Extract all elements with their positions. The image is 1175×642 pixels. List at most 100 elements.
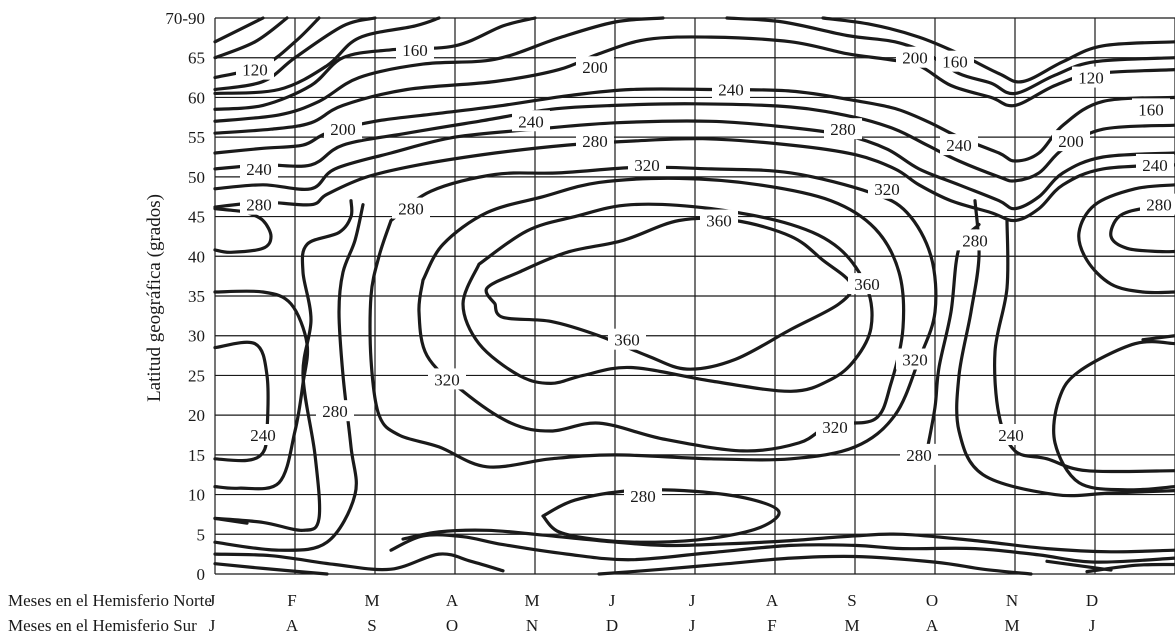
month-tick-label: J — [689, 591, 696, 610]
y-tick-label: 40 — [188, 247, 205, 266]
contour-label: 120 — [1078, 69, 1104, 88]
contour-label: 240 — [998, 426, 1024, 445]
month-tick-label: J — [689, 616, 696, 635]
contour-label: 280 — [398, 200, 424, 219]
contour-label: 160 — [1138, 100, 1164, 119]
contour-label: 320 — [902, 351, 928, 370]
contour-label-bg — [900, 443, 938, 465]
month-tick-label: D — [606, 616, 618, 635]
contour-label-bg — [956, 229, 994, 251]
contour-line-200 — [213, 35, 1175, 135]
contour-label-bg — [628, 153, 666, 175]
contour-label-bg — [392, 197, 430, 219]
y-tick-label: 45 — [188, 208, 205, 227]
contour-label: 360 — [706, 212, 732, 231]
contour-line-240 — [1052, 340, 1175, 492]
y-tick-label: 20 — [188, 406, 205, 425]
contour-label: 320 — [822, 418, 848, 437]
contour-line-120 — [213, 16, 265, 44]
contour-label-bg — [896, 46, 934, 68]
contour-label-bg — [428, 368, 466, 390]
contour-label-bg — [848, 273, 886, 295]
contour-label: 120 — [242, 61, 268, 80]
contour-label-bg — [940, 134, 978, 156]
contour-line-120 — [213, 16, 377, 92]
contour-line-240 — [1141, 334, 1175, 342]
contour-label: 280 — [1146, 196, 1172, 215]
contour-label-bg — [512, 110, 550, 132]
month-tick-label: J — [209, 591, 216, 610]
contour-line-320 — [213, 199, 354, 532]
contour-line-240 — [213, 516, 249, 525]
contour-label-bg — [396, 38, 434, 60]
contour-label-bg — [700, 209, 738, 231]
contour-label-bg — [992, 424, 1030, 445]
contour-line-240 — [213, 552, 505, 573]
month-row-label: Meses en el Hemisferio Norte — [8, 591, 212, 610]
contour-line-280 — [213, 119, 1175, 211]
contour-label: 320 — [434, 370, 460, 389]
contour-label-bg — [936, 50, 974, 72]
contour-label: 240 — [518, 112, 544, 131]
y-tick-label: 50 — [188, 168, 205, 187]
contour-label-bg — [816, 416, 854, 438]
month-row-label: Meses en el Hemisferio Sur — [8, 616, 197, 635]
contour-line-320 — [417, 176, 906, 453]
contour-label-bg — [868, 177, 906, 199]
contour-line-200 — [821, 16, 1175, 84]
month-tick-label: A — [446, 591, 459, 610]
contour-line-160 — [213, 16, 441, 96]
y-tick-label: 10 — [188, 486, 205, 505]
contour-line-360 — [484, 216, 854, 371]
contour-label: 200 — [1058, 132, 1084, 151]
month-tick-label: J — [609, 591, 616, 610]
contour-label-bg — [324, 118, 362, 140]
contour-line-240 — [1045, 559, 1113, 572]
y-tick-label: 60 — [188, 88, 205, 107]
contour-label: 280 — [246, 196, 272, 215]
y-tick-label: 5 — [197, 525, 206, 544]
contour-line-200 — [213, 16, 665, 123]
month-tick-label: F — [287, 591, 296, 610]
contour-label-bg — [1132, 98, 1170, 120]
contour-label: 280 — [906, 446, 932, 465]
month-tick-label: M — [1004, 616, 1019, 635]
contour-line-240 — [955, 199, 1175, 498]
contour-line-160 — [213, 16, 537, 111]
month-tick-label: J — [1089, 616, 1096, 635]
month-tick-label: A — [926, 616, 939, 635]
contour-label: 360 — [854, 275, 880, 294]
contour-label-bg — [1052, 130, 1090, 152]
y-tick-label: 15 — [188, 446, 205, 465]
contour-label-bg — [576, 130, 614, 152]
contour-label-bg — [896, 348, 934, 370]
contour-label: 280 — [962, 231, 988, 250]
grid — [214, 17, 1175, 575]
y-tick-label: 25 — [188, 366, 205, 385]
contour-label-bg — [244, 424, 282, 445]
month-tick-label: M — [364, 591, 379, 610]
contour-label-bg — [576, 56, 614, 78]
y-tick-label: 55 — [188, 128, 205, 147]
month-tick-label: A — [766, 591, 779, 610]
month-tick-label: O — [446, 616, 458, 635]
month-tick-label: O — [926, 591, 938, 610]
contour-label: 240 — [250, 426, 276, 445]
contour-label: 360 — [614, 331, 640, 350]
contour-label: 240 — [1142, 156, 1168, 175]
y-tick-label: 30 — [188, 327, 205, 346]
month-tick-label: A — [286, 616, 299, 635]
contour-line-240 — [1085, 562, 1175, 574]
y-tick-label: 35 — [188, 287, 205, 306]
contour-label-bg — [624, 485, 662, 507]
contour-label: 160 — [402, 41, 428, 60]
contour-label: 280 — [630, 487, 656, 506]
contour-line-240 — [213, 289, 310, 491]
contour-label-bg — [1136, 153, 1174, 175]
month-tick-label: F — [767, 616, 776, 635]
contour-label: 240 — [246, 160, 272, 179]
y-tick-labels: 0 5 10 15 20 25 30 35 40 45 50 55 60 65 70-90 — [165, 9, 205, 584]
contour-label: 280 — [830, 120, 856, 139]
y-axis-label: Latitud geográfica (grados) — [144, 194, 165, 402]
